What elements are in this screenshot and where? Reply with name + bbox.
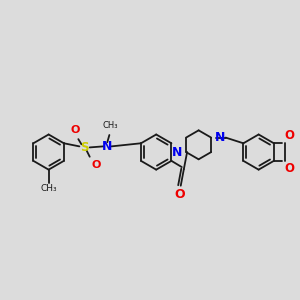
Text: N: N (215, 131, 226, 144)
Text: O: O (70, 125, 80, 135)
Text: CH₃: CH₃ (40, 184, 57, 193)
Text: O: O (284, 162, 294, 175)
Text: CH₃: CH₃ (103, 121, 118, 130)
Text: S: S (80, 141, 89, 154)
Text: N: N (172, 146, 182, 159)
Text: N: N (102, 140, 112, 153)
Text: O: O (92, 160, 101, 170)
Text: O: O (284, 129, 294, 142)
Text: O: O (174, 188, 185, 201)
